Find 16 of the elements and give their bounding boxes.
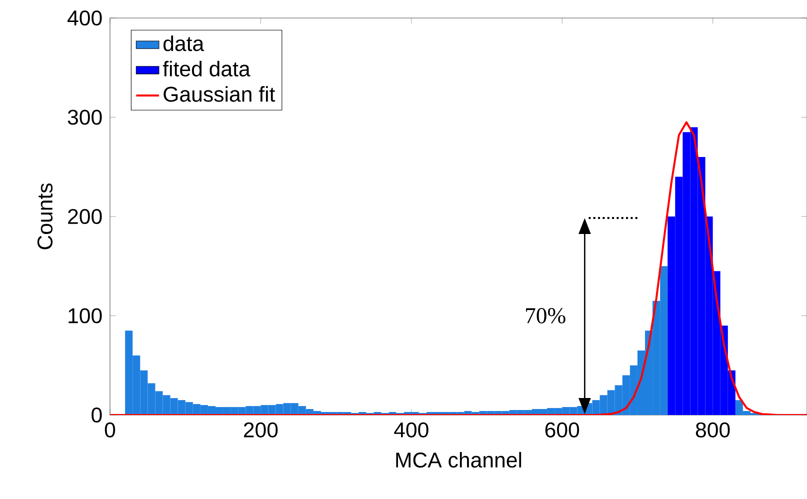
x-tick-label: 400 [394,422,428,438]
x-tick-label: 600 [545,422,580,438]
legend-label: data [164,36,204,52]
y-axis-title: Counts [37,183,53,250]
x-tick-label: 0 [104,422,116,438]
x-tick-label: 200 [244,422,278,438]
y-tick-label: 200 [68,208,102,224]
legend-label: Gaussian fit [164,86,276,102]
y-tick-label: 300 [68,110,102,125]
legend-label: fited data [162,60,250,76]
y-tick-label: 400 [68,10,102,26]
x-tick-label: 800 [696,422,730,438]
y-tick-label: 0 [92,407,102,423]
y-tick-label: 100 [68,308,102,324]
annotation: 70% [526,308,566,324]
x-axis-title: MCA channel [396,452,522,468]
